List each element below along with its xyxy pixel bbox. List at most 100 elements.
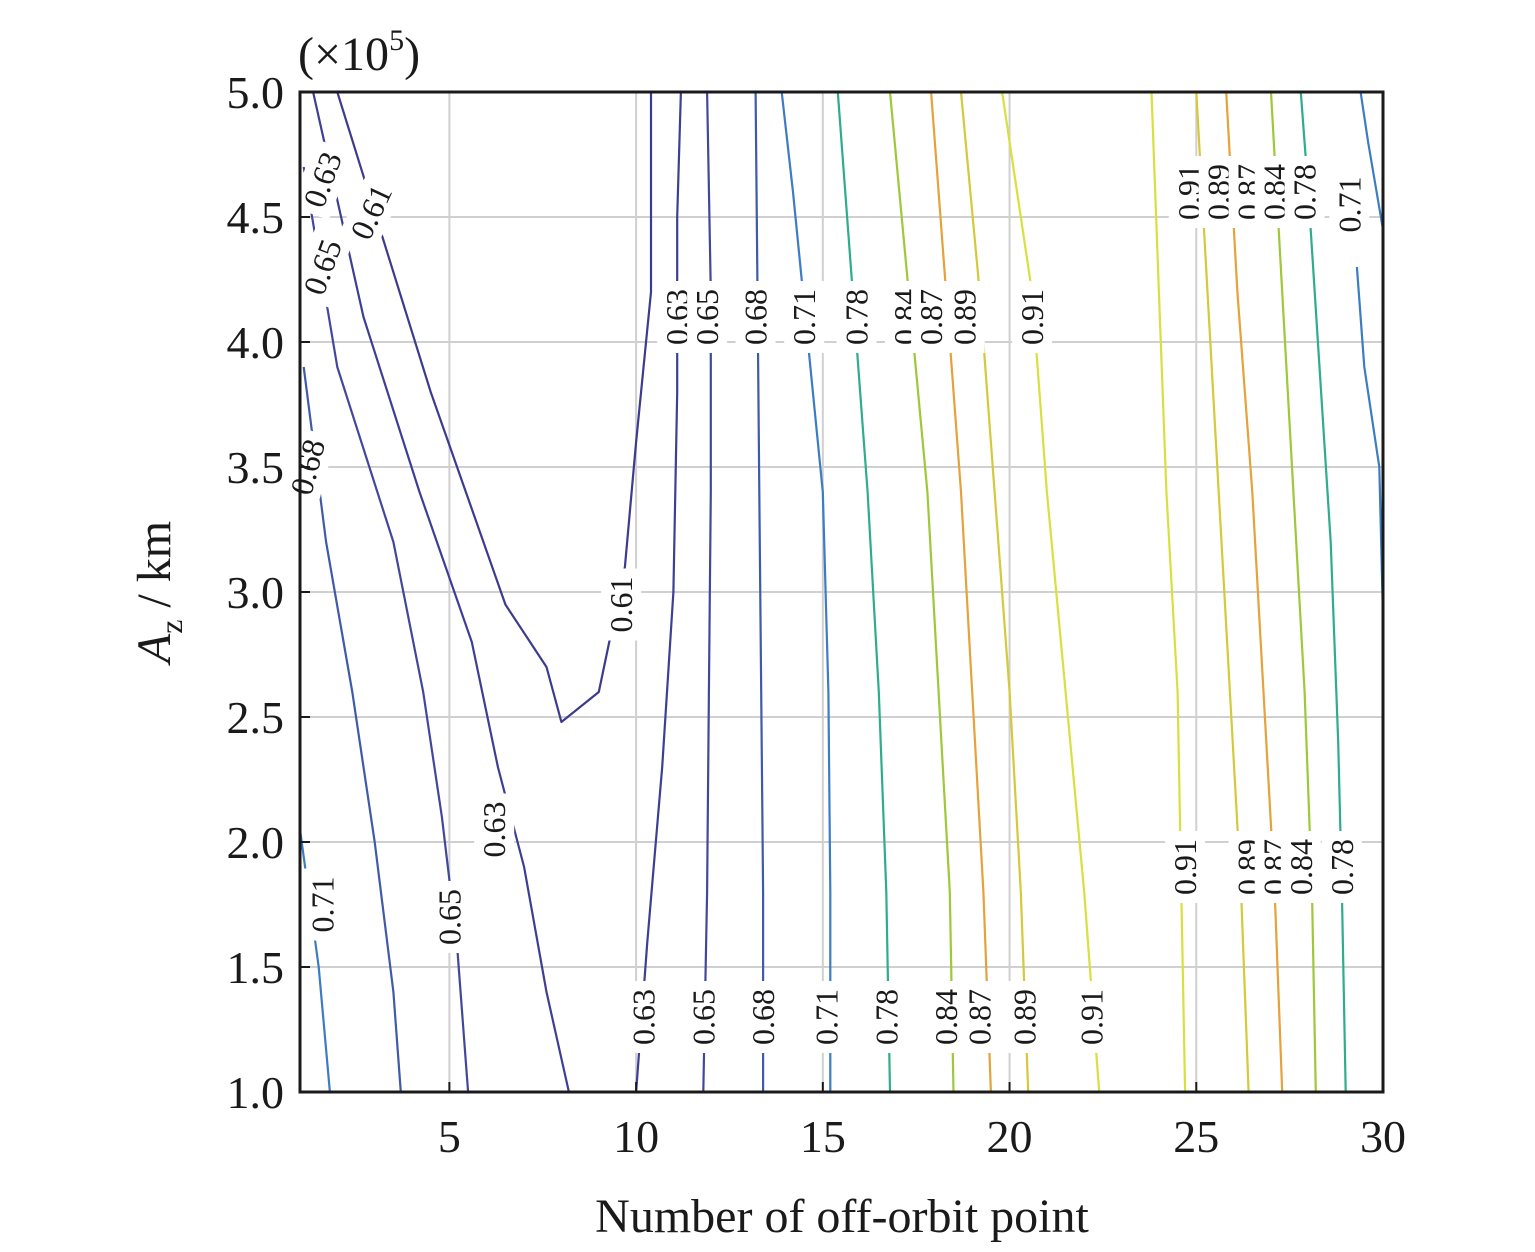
y-tick-label: 2.5 — [227, 692, 285, 743]
contour-label-background — [429, 881, 470, 953]
contour-line-0-65 — [702, 91, 712, 1093]
contour-label: 0.87 — [911, 281, 952, 353]
contour-label-background — [601, 568, 642, 641]
contour-label: 0.65 — [687, 281, 728, 353]
x-tick-label: 20 — [987, 1111, 1033, 1162]
contour-label: 0.63 — [623, 981, 664, 1053]
contour-label-text: 0.63 — [476, 802, 512, 858]
contour-line-0-68 — [754, 91, 765, 1092]
contour-label-text: 0.65 — [689, 289, 725, 345]
contour-label-background — [1004, 981, 1045, 1053]
contour-label: 0.71 — [302, 868, 343, 941]
contour-line-0-71 — [780, 91, 832, 1092]
contour-label-text: 0.63 — [296, 147, 349, 212]
x-tick-label: 15 — [800, 1111, 846, 1162]
contour-line-0-87 — [1225, 91, 1284, 1093]
x-axis-title: Number of off-orbit point — [595, 1190, 1089, 1243]
contour-label-text: 0.78 — [838, 289, 874, 345]
y-tick-label: 1.0 — [227, 1067, 285, 1118]
x-tick-label: 10 — [613, 1111, 659, 1162]
y-tick-label: 4.5 — [227, 192, 285, 243]
contour-label-background — [735, 281, 776, 353]
contour-label-background — [291, 226, 354, 308]
contour-label: 0.68 — [735, 281, 776, 353]
x-tick-label: 30 — [1360, 1111, 1406, 1162]
contour-label-text: 0.63 — [626, 989, 662, 1045]
x-axis-ticks: 5 10 15 20 25 30 — [438, 1082, 1406, 1162]
contour-label-text: 0.91 — [1074, 989, 1110, 1045]
contour-label-background — [806, 981, 847, 1053]
contour-line-0-71 — [1359, 91, 1385, 230]
y-tick-label: 5.0 — [227, 67, 285, 118]
contour-label: 0.89 — [1004, 981, 1045, 1053]
contour-label-text: 0.87 — [962, 989, 998, 1045]
y-tick-label: 3.0 — [227, 567, 285, 618]
contour-label: 0.91 — [1071, 981, 1112, 1053]
contour-label-text: 0.68 — [738, 289, 774, 345]
contour-label-text: 0.87 — [913, 289, 949, 345]
contour-label-background — [1321, 831, 1362, 903]
contour-label-text: 0.68 — [745, 989, 781, 1045]
contour-label-background — [687, 281, 728, 353]
contour-label: 0.71 — [806, 981, 847, 1053]
contour-label-background — [623, 981, 664, 1053]
contour-label-background — [784, 281, 825, 353]
contour-label: 0.84 — [926, 981, 967, 1053]
contour-label: 0.91 — [1165, 831, 1206, 903]
contour-label: 0.89 — [944, 281, 985, 353]
y-axis-ticks: 1.0 1.5 2.0 2.5 3.0 3.5 4.0 4.5 5.0 — [227, 67, 310, 1118]
contour-label-text: 0.61 — [603, 577, 639, 633]
contour-line-0-68 — [302, 366, 402, 1093]
y-tick-label: 4.0 — [227, 317, 285, 368]
contour-label-text: 0.71 — [809, 989, 845, 1045]
contour-label: 0.78 — [1321, 831, 1362, 903]
contour-label-background — [1165, 831, 1206, 903]
contour-label-background — [911, 281, 952, 353]
contour-label: 0.65 — [429, 881, 470, 953]
contour-label-text: 0.78 — [1287, 164, 1323, 220]
contour-label-background — [291, 138, 354, 221]
y-tick-label: 1.5 — [227, 942, 285, 993]
contour-label-text: 0.84 — [928, 989, 964, 1045]
contour-label-background — [926, 981, 967, 1053]
contour-label-background — [836, 281, 877, 353]
contour-label: 0.87 — [959, 981, 1000, 1053]
contour-label-background — [1071, 981, 1112, 1053]
contour-label-background — [1280, 831, 1321, 903]
contour-line-0-61 — [336, 91, 653, 724]
contour-label: 0.65 — [683, 981, 724, 1053]
contour-line-0-91 — [1001, 91, 1101, 1093]
contour-line-0-84 — [1269, 91, 1317, 1093]
contour-label-text: 0.84 — [1283, 839, 1319, 895]
contour-label-text: 0.78 — [1324, 839, 1360, 895]
contour-label: 0.84 — [1280, 831, 1321, 903]
contour-label-background — [474, 793, 515, 866]
contour-label: 0.78 — [866, 981, 907, 1053]
contour-label-text: 0.71 — [1331, 177, 1367, 233]
y-tick-label: 2.0 — [227, 817, 285, 868]
y-tick-label: 3.5 — [227, 442, 285, 493]
contour-label-text: 0.65 — [431, 889, 467, 945]
contour-label-text: 0.89 — [1007, 989, 1043, 1045]
contour-lines — [298, 91, 1385, 1093]
contour-label: 0.91 — [1012, 281, 1052, 353]
contour-label-background — [1012, 281, 1052, 353]
contour-label-text: 0.71 — [786, 289, 822, 345]
y-axis-title: Az / km — [128, 521, 189, 666]
contour-label: 0.71 — [1329, 168, 1370, 241]
contour-line-0-63 — [635, 91, 682, 1093]
contour-labels: 0.610.630.650.680.71 0.650.630.610.630.65… — [278, 138, 1370, 1053]
contour-line-0-78 — [836, 91, 892, 1093]
contour-label-text: 0.65 — [685, 989, 721, 1045]
x-tick-label: 25 — [1173, 1111, 1219, 1162]
contour-label-background — [743, 981, 784, 1053]
contour-label-text: 0.65 — [296, 235, 349, 300]
contour-label-background — [944, 281, 985, 353]
contour-label: 0.63 — [474, 793, 515, 866]
contour-label-text: 0.91 — [1167, 839, 1203, 895]
contour-line-0-89 — [959, 91, 1030, 1093]
contour-label-text: 0.91 — [1014, 289, 1050, 345]
contour-label-background — [1329, 168, 1370, 241]
contour-label-background — [1284, 156, 1325, 228]
